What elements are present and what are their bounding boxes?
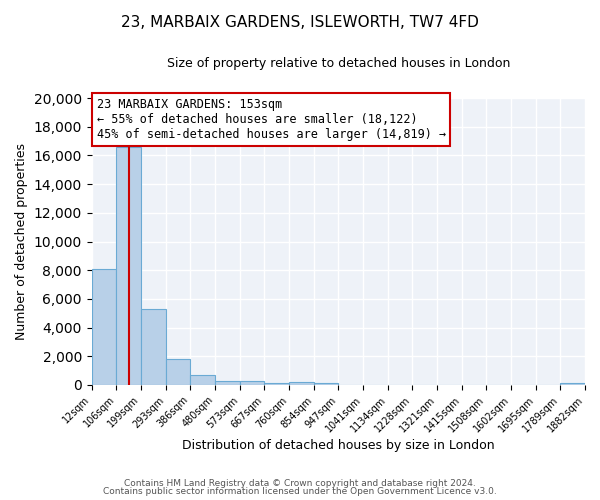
- Bar: [314, 383, 338, 385]
- Bar: [215, 380, 239, 385]
- Y-axis label: Number of detached properties: Number of detached properties: [15, 143, 28, 340]
- Text: Contains HM Land Registry data © Crown copyright and database right 2024.: Contains HM Land Registry data © Crown c…: [124, 478, 476, 488]
- Bar: [116, 147, 141, 385]
- Title: Size of property relative to detached houses in London: Size of property relative to detached ho…: [167, 58, 510, 70]
- Bar: [239, 382, 265, 385]
- X-axis label: Distribution of detached houses by size in London: Distribution of detached houses by size …: [182, 440, 494, 452]
- Bar: [141, 309, 166, 385]
- Bar: [265, 383, 289, 385]
- Bar: [289, 382, 314, 385]
- Bar: [92, 269, 116, 385]
- Bar: [190, 375, 215, 385]
- Text: 23 MARBAIX GARDENS: 153sqm
← 55% of detached houses are smaller (18,122)
45% of : 23 MARBAIX GARDENS: 153sqm ← 55% of deta…: [97, 98, 446, 141]
- Text: 23, MARBAIX GARDENS, ISLEWORTH, TW7 4FD: 23, MARBAIX GARDENS, ISLEWORTH, TW7 4FD: [121, 15, 479, 30]
- Text: Contains public sector information licensed under the Open Government Licence v3: Contains public sector information licen…: [103, 487, 497, 496]
- Bar: [560, 383, 585, 385]
- Bar: [166, 359, 190, 385]
